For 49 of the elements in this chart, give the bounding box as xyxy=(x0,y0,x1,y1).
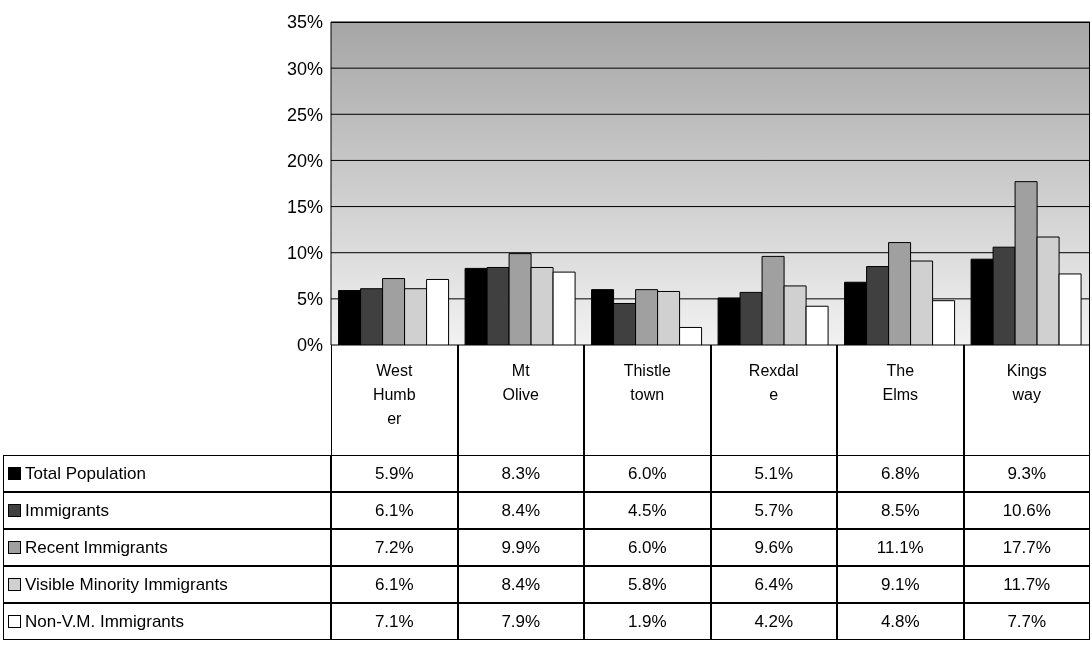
y-tick-label: 25% xyxy=(286,104,323,125)
y-tick-label: 10% xyxy=(286,243,323,264)
data-label: 7.7% xyxy=(963,603,1090,640)
data-label: 6.0% xyxy=(584,529,711,566)
data-label: 8.4% xyxy=(457,492,584,529)
y-tick-label: 35% xyxy=(286,12,323,33)
data-label: 6.1% xyxy=(331,566,458,603)
data-label: 5.7% xyxy=(710,492,837,529)
y-tick-label: 20% xyxy=(286,150,323,171)
data-label: 4.2% xyxy=(710,603,837,640)
legend-label: Total Population xyxy=(25,463,146,484)
data-label: 6.0% xyxy=(584,455,711,492)
data-label: 8.3% xyxy=(457,455,584,492)
data-label: 9.6% xyxy=(710,529,837,566)
data-label: 9.1% xyxy=(837,566,964,603)
data-label: 17.7% xyxy=(963,529,1090,566)
x-tick-label: Mt Olive xyxy=(501,361,540,405)
x-tick-label: Kingsway xyxy=(1005,361,1048,405)
legend-label: Non-V.M. Immigrants xyxy=(25,611,185,632)
x-tick-label: West Humber xyxy=(371,361,417,429)
data-label: 4.8% xyxy=(837,603,964,640)
data-label: 11.7% xyxy=(963,566,1090,603)
data-label: 4.5% xyxy=(584,492,711,529)
data-label: 1.9% xyxy=(584,603,711,640)
y-tick-label: 0% xyxy=(296,335,323,356)
data-label: 7.9% xyxy=(457,603,584,640)
data-label: 6.1% xyxy=(331,492,458,529)
legend-label: Recent Immigrants xyxy=(25,537,168,558)
data-label: 6.4% xyxy=(710,566,837,603)
data-label: 8.4% xyxy=(457,566,584,603)
data-label: 10.6% xyxy=(963,492,1090,529)
data-label: 6.8% xyxy=(837,455,964,492)
y-tick-label: 15% xyxy=(286,196,323,217)
data-label: 9.9% xyxy=(457,529,584,566)
data-label: 9.3% xyxy=(963,455,1090,492)
data-label: 8.5% xyxy=(837,492,964,529)
data-label: 7.2% xyxy=(331,529,458,566)
data-label: 7.1% xyxy=(331,603,458,640)
data-label: 11.1% xyxy=(837,529,964,566)
data-label: 5.1% xyxy=(710,455,837,492)
data-label: 5.9% xyxy=(331,455,458,492)
x-tick-label: The Elms xyxy=(881,361,920,405)
y-tick-label: 30% xyxy=(286,58,323,79)
x-tick-label: Thistletown xyxy=(622,361,672,405)
data-label: 5.8% xyxy=(584,566,711,603)
legend-label: Immigrants xyxy=(25,500,110,521)
legend-label: Visible Minority Immigrants xyxy=(25,574,228,595)
y-tick-label: 5% xyxy=(296,289,323,310)
x-tick-label: Rexdale xyxy=(748,361,799,405)
